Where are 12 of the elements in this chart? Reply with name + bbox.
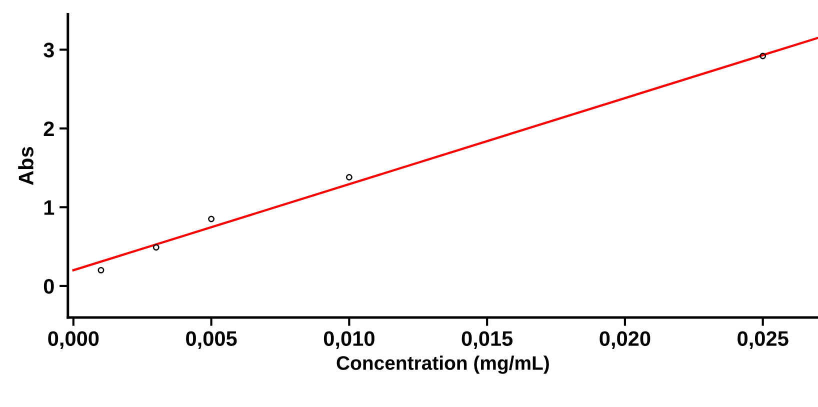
x-axis-title: Concentration (mg/mL) — [336, 356, 549, 374]
x-tick-label: 0,020 — [600, 331, 650, 349]
x-tick-label: 0,015 — [462, 331, 513, 349]
y-tick-label: 2 — [44, 121, 54, 136]
x-tick-label: 0,010 — [324, 331, 374, 349]
y-tick-label: 1 — [44, 200, 54, 215]
y-tick-label: 0 — [44, 278, 54, 294]
x-tick-label: 0,025 — [738, 331, 788, 349]
y-axis-title: Abs — [18, 147, 34, 186]
x-tick-label: 0,005 — [186, 331, 237, 349]
y-tick-label: 3 — [44, 42, 54, 58]
x-tick-label: 0,000 — [48, 331, 99, 349]
